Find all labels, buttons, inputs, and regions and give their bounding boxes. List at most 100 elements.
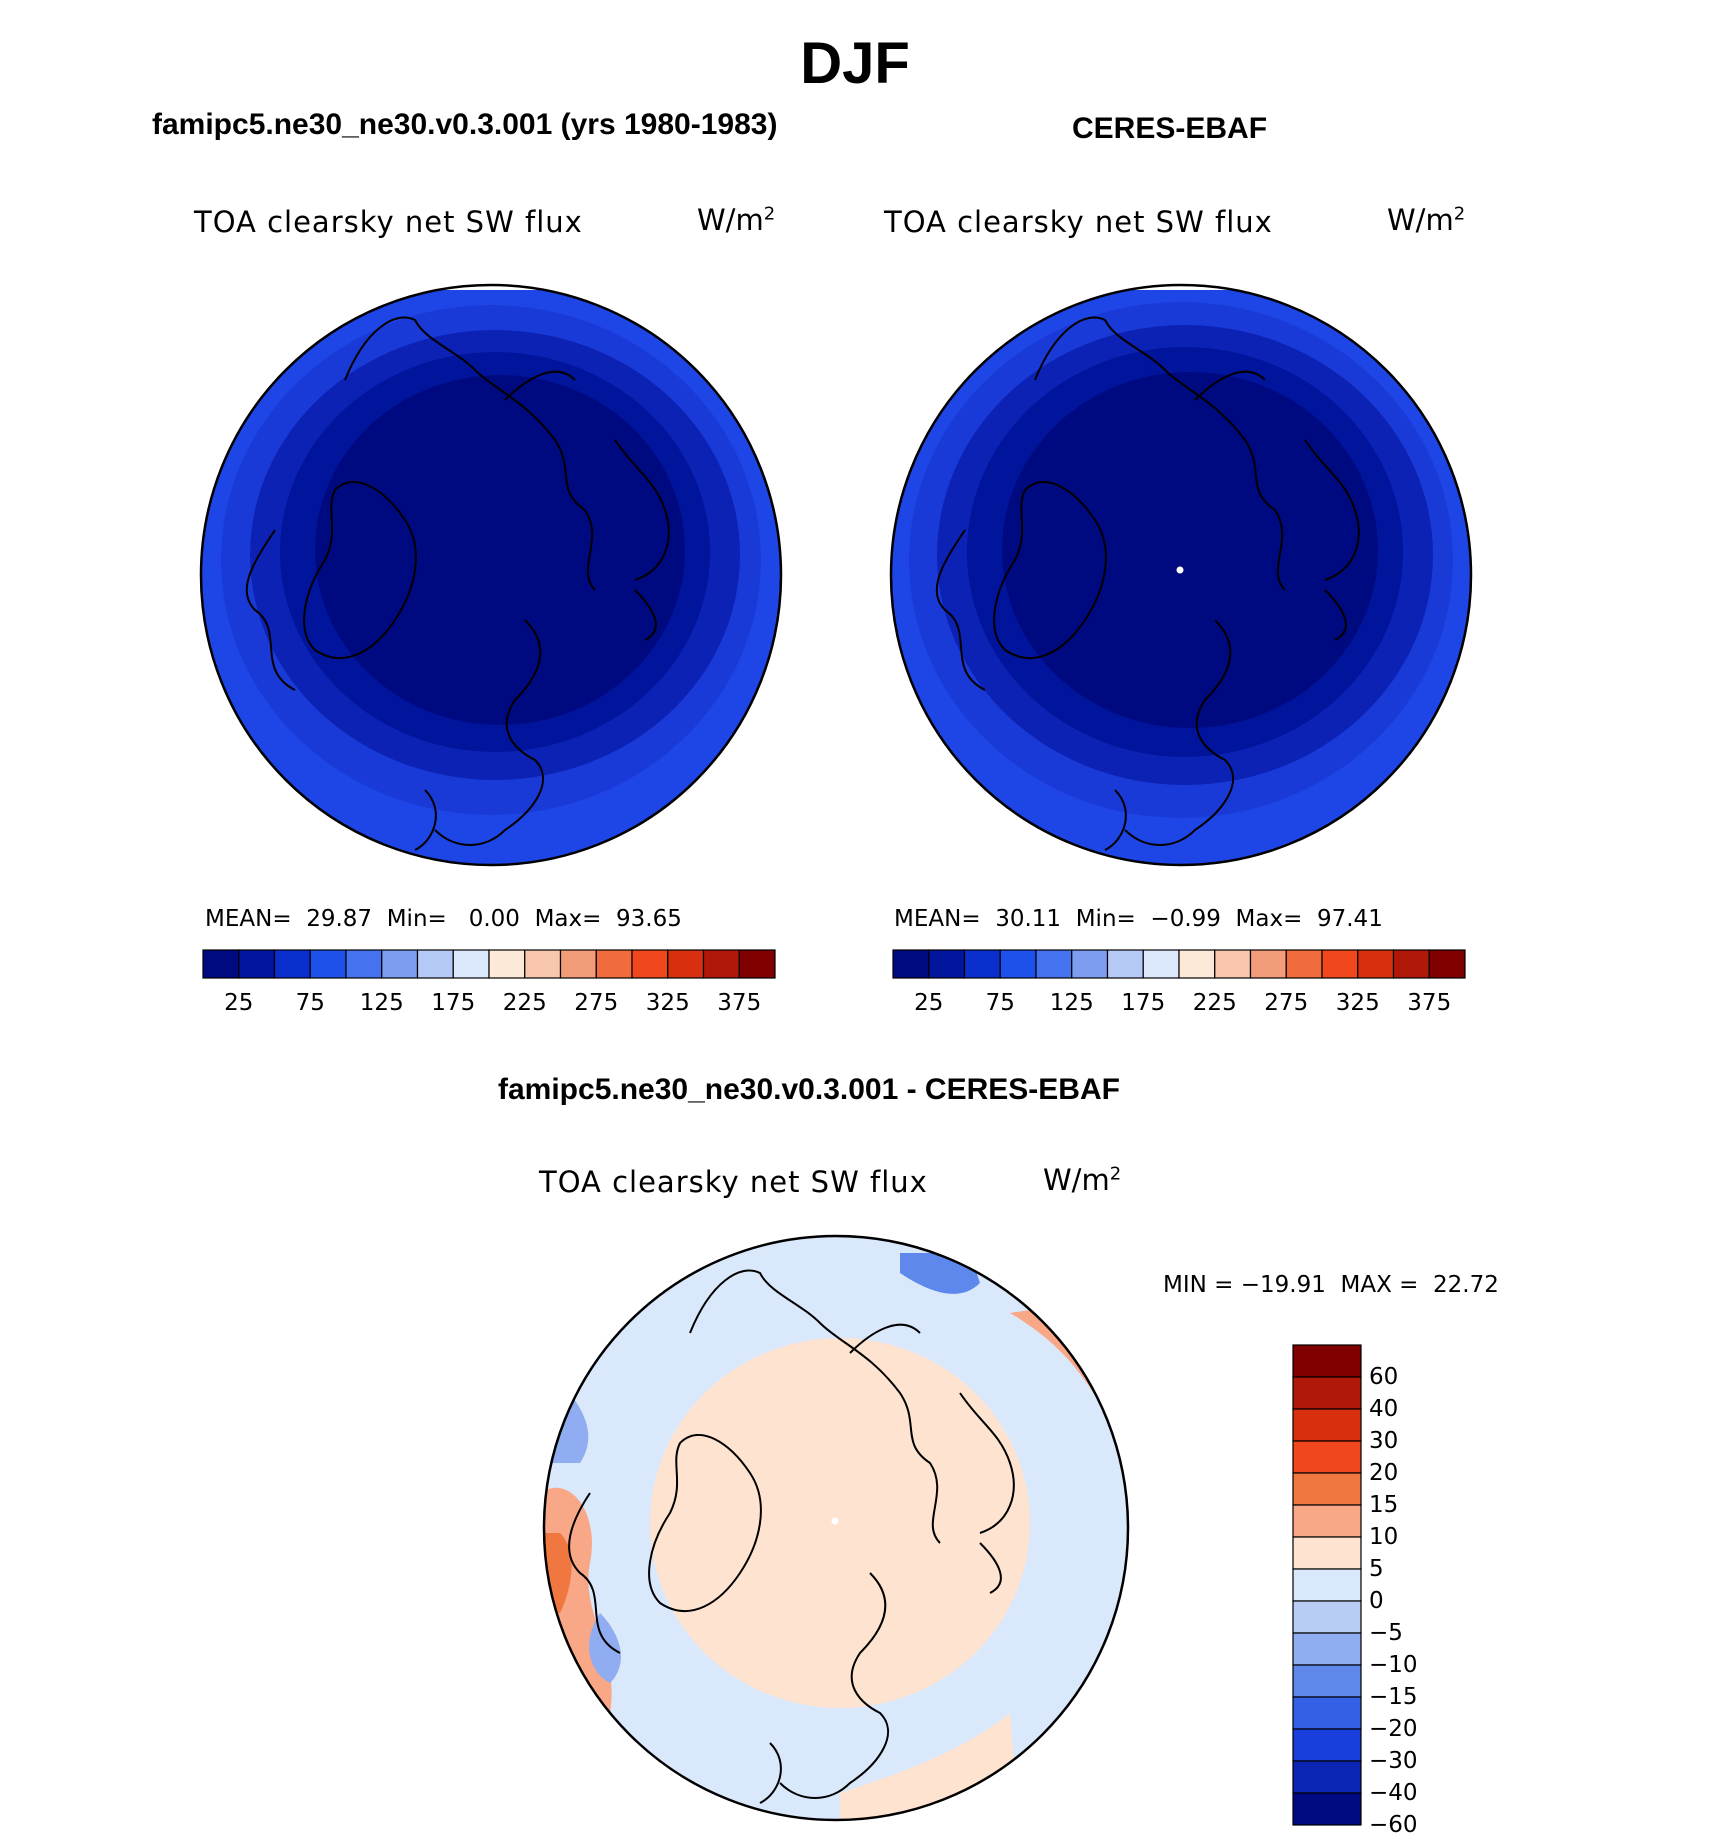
panel1-field-core <box>315 375 685 725</box>
panel1-polar-map <box>199 283 783 867</box>
panel2-colorbar-box <box>1071 949 1109 979</box>
diff-title: famipc5.ne30_ne30.v0.3.001 - CERES-EBAF <box>498 1073 1120 1106</box>
diff-max-label: MAX = <box>1340 1272 1419 1298</box>
panel1-colorbar-box <box>309 949 347 979</box>
diff-colorbar-tick-label: 15 <box>1369 1492 1399 1518</box>
panel1-colorbar-box <box>452 949 490 979</box>
panel2-colorbar-tick-label: 175 <box>1121 990 1166 1016</box>
panel2-colorbar-box <box>1285 949 1323 979</box>
diff-colorbar-tick-label: −60 <box>1369 1812 1418 1838</box>
panel1-colorbar-tick-label: 375 <box>717 990 762 1016</box>
panel2-colorbar-box <box>1142 949 1180 979</box>
panel2-colorbar-tick-label: 325 <box>1335 990 1380 1016</box>
diff-pole-point <box>831 1517 839 1525</box>
panel2-colorbar-box <box>1428 949 1466 979</box>
panel1-colorbar-box <box>345 949 383 979</box>
panel1-colorbar-box <box>238 949 276 979</box>
panel1-colorbar-box <box>488 949 526 979</box>
diff-colorbar-tick-label: 40 <box>1369 1396 1399 1422</box>
panel2-pole-point <box>1176 566 1184 574</box>
panel1-colorbar-box <box>667 949 705 979</box>
panel2-map-border <box>889 283 1473 867</box>
panel1-colorbar-tick-label: 75 <box>295 990 325 1016</box>
panel1-colorbar <box>202 949 776 979</box>
diff-colorbar-tick-label: −30 <box>1369 1748 1418 1774</box>
panel1-colorbar-tick-label: 175 <box>431 990 476 1016</box>
diff-colorbar-box <box>1292 1408 1362 1442</box>
panel2-colorbar-box <box>928 949 966 979</box>
panel2-mean-value: 30.11 <box>995 906 1062 932</box>
panel1-colorbar-tick-label: 325 <box>645 990 690 1016</box>
panel1-coastlines <box>245 316 716 851</box>
panel1-mean-label: MEAN= <box>205 906 292 932</box>
panel1-max-label: Max= <box>534 906 602 932</box>
diff-colorbar-tick-label: 30 <box>1369 1428 1399 1454</box>
diff-colorbar-tick-label: −20 <box>1369 1716 1418 1742</box>
panel1-colorbar-box <box>631 949 669 979</box>
panel1-colorbar-box <box>524 949 562 979</box>
diff-colorbar-box <box>1292 1536 1362 1570</box>
panel2-colorbar <box>892 949 1466 979</box>
panel2-max-value: 97.41 <box>1316 906 1383 932</box>
diff-colorbar-tick-label: −40 <box>1369 1780 1418 1806</box>
diff-colorbar-tick-label: −10 <box>1369 1652 1418 1678</box>
panel2-variable-label: TOA clearsky net SW flux <box>884 205 1273 239</box>
diff-min-label: MIN = <box>1163 1272 1234 1298</box>
panel2-colorbar-box <box>1106 949 1144 979</box>
panel1-variable-label: TOA clearsky net SW flux <box>194 205 583 239</box>
panel2-units: W/m2 <box>1387 203 1466 237</box>
diff-colorbar-box <box>1292 1568 1362 1602</box>
panel2-colorbar-tick-label: 275 <box>1264 990 1309 1016</box>
diff-max-value: 22.72 <box>1433 1272 1499 1298</box>
diff-colorbar-box <box>1292 1472 1362 1506</box>
diff-colorbar-box <box>1292 1728 1362 1762</box>
panel1-colorbar-tick-label: 25 <box>224 990 254 1016</box>
panel2-colorbar-box <box>1178 949 1216 979</box>
panel2-colorbar-tick-label: 375 <box>1407 990 1452 1016</box>
panel2-colorbar-box <box>963 949 1001 979</box>
diff-colorbar-box <box>1292 1664 1362 1698</box>
diff-colorbar <box>1292 1344 1362 1826</box>
diff-colorbar-box <box>1292 1504 1362 1538</box>
panel1-colorbar-box <box>273 949 311 979</box>
diff-variable-label: TOA clearsky net SW flux <box>539 1165 928 1199</box>
diff-colorbar-box <box>1292 1760 1362 1794</box>
panel1-min-value: 0.00 <box>468 906 520 932</box>
diff-colorbar-tick-label: 20 <box>1369 1460 1399 1486</box>
diff-min-value: −19.91 <box>1240 1272 1326 1298</box>
diff-coastlines <box>568 1269 1061 1804</box>
panel2-mean-label: MEAN= <box>894 906 981 932</box>
figure-title: DJF <box>800 31 910 96</box>
panel2-colorbar-box <box>892 949 930 979</box>
diff-field-center-positive <box>650 1338 1030 1708</box>
diff-field-southwest-negative <box>589 1613 621 1683</box>
panel2-colorbar-tick-label: 125 <box>1049 990 1094 1016</box>
panel2-coastlines <box>935 316 1406 851</box>
panel2-polar-map <box>889 283 1473 867</box>
diff-colorbar-tick-label: 10 <box>1369 1524 1399 1550</box>
diff-colorbar-box <box>1292 1376 1362 1410</box>
panel2-colorbar-box <box>999 949 1037 979</box>
panel1-colorbar-box <box>595 949 633 979</box>
panel2-colorbar-box <box>1392 949 1430 979</box>
panel1-max-value: 93.65 <box>616 906 682 932</box>
diff-minmax: MIN = −19.91 MAX = 22.72 <box>1163 1272 1499 1298</box>
panel2-colorbar-tick-label: 25 <box>914 990 944 1016</box>
panel2-colorbar-box <box>1357 949 1395 979</box>
panel1-colorbar-box <box>202 949 240 979</box>
panel1-colorbar-tick-label: 275 <box>574 990 619 1016</box>
panel2-field-core <box>1002 372 1378 728</box>
panel2-case-title: CERES-EBAF <box>1072 112 1268 145</box>
diff-colorbar-box <box>1292 1696 1362 1730</box>
panel2-colorbar-tick-label: 225 <box>1192 990 1237 1016</box>
diff-colorbar-tick-label: 5 <box>1369 1556 1384 1582</box>
diff-colorbar-tick-label: 0 <box>1369 1588 1384 1614</box>
panel2-colorbar-box <box>1035 949 1073 979</box>
diff-colorbar-box <box>1292 1792 1362 1826</box>
panel2-colorbar-box <box>1214 949 1252 979</box>
panel1-colorbar-box <box>559 949 597 979</box>
panel1-case-title: famipc5.ne30_ne30.v0.3.001 (yrs 1980-198… <box>152 108 778 141</box>
diff-polar-map <box>542 1234 1130 1822</box>
panel1-mean-value: 29.87 <box>306 906 373 932</box>
diff-colorbar-box <box>1292 1600 1362 1634</box>
